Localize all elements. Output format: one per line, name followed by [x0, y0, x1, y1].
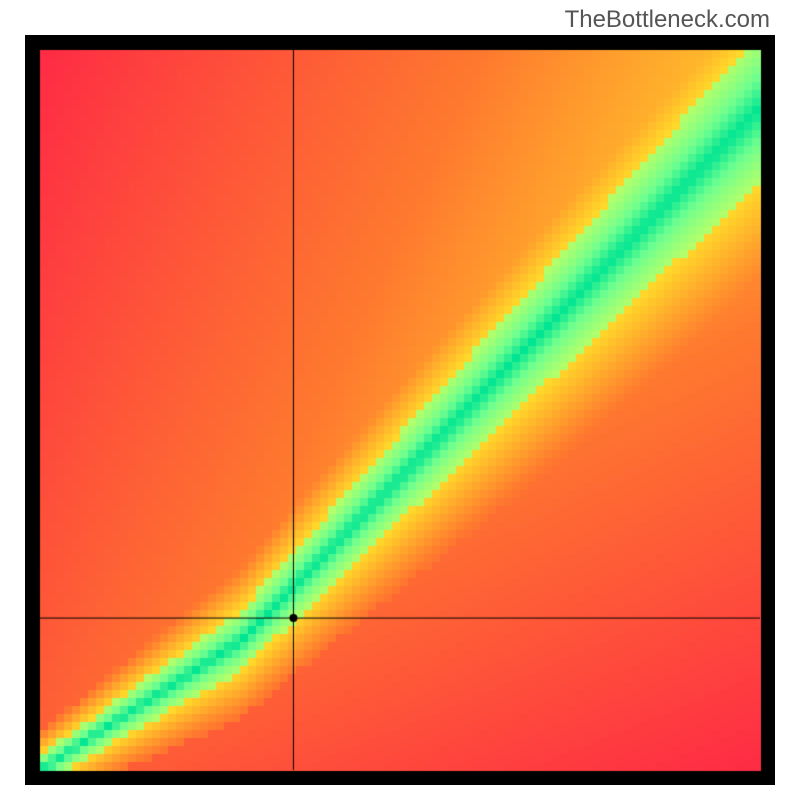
chart-container: TheBottleneck.com	[0, 0, 800, 800]
heatmap-frame	[25, 35, 775, 785]
heatmap-canvas	[25, 35, 775, 785]
watermark-text: TheBottleneck.com	[565, 6, 770, 34]
